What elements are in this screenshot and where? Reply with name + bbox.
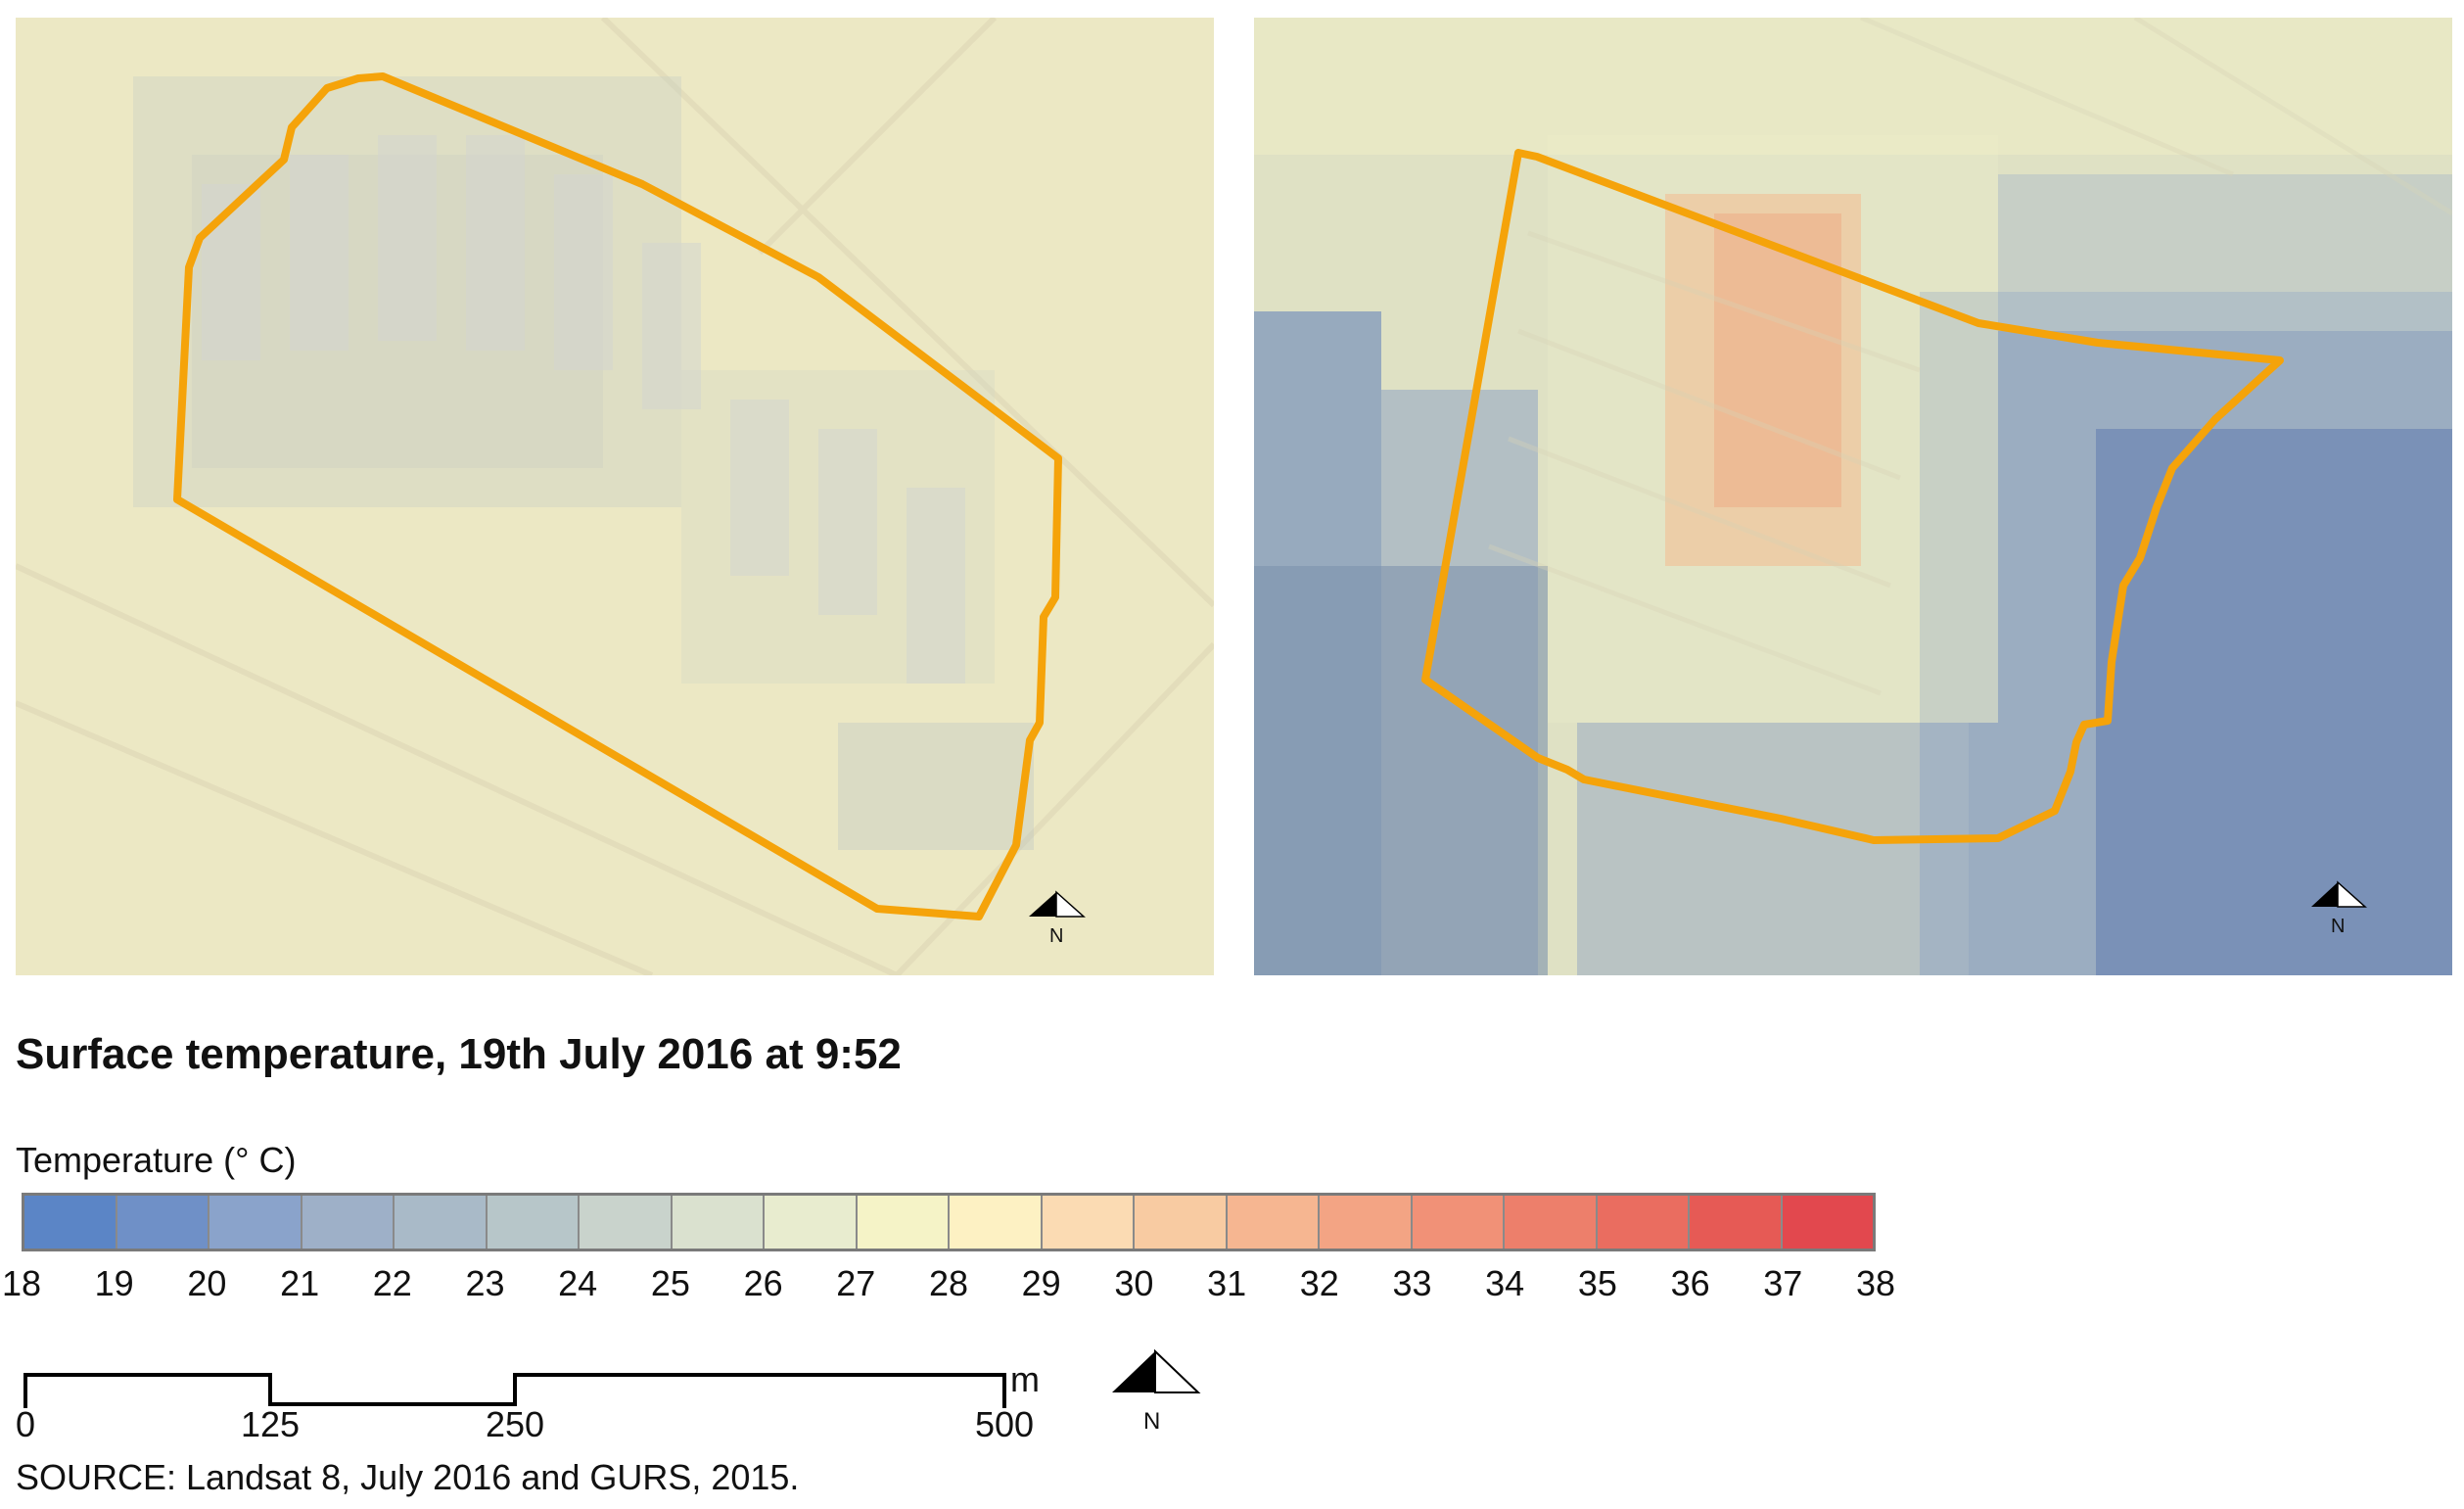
legend-tick-label: 19 (94, 1263, 134, 1303)
legend-swatch (395, 1196, 488, 1249)
legend-swatch (487, 1196, 580, 1249)
legend-swatch (302, 1196, 395, 1249)
legend-title: Temperature (° C) (16, 1140, 297, 1180)
left-map-boundary (173, 72, 1062, 920)
scale-bar-line (23, 1373, 1006, 1408)
right-map: N (1254, 18, 2452, 975)
scale-unit: m (1010, 1359, 1040, 1399)
scale-label-125: 125 (240, 1404, 301, 1444)
legend-tick-label: 24 (558, 1263, 598, 1303)
legend-swatch (1227, 1196, 1320, 1249)
legend-tick-label: 38 (1855, 1263, 1896, 1303)
legend-tick-label: 26 (743, 1263, 783, 1303)
left-map-streets (16, 18, 1214, 975)
legend-swatch (116, 1196, 209, 1249)
left-map-north-arrow: N (1029, 890, 1086, 947)
legend-swatch (1782, 1196, 1873, 1249)
right-map-temperature-cells (1254, 18, 2452, 975)
left-map-buildings (202, 135, 965, 684)
legend-tick-label: 32 (1299, 1263, 1339, 1303)
legend-swatch (1135, 1196, 1228, 1249)
legend-tick-label: 18 (1, 1263, 42, 1303)
legend-swatch (209, 1196, 302, 1249)
legend-tick-label: 21 (280, 1263, 320, 1303)
legend-tick-label: 31 (1207, 1263, 1247, 1303)
legend-tick-label: 28 (928, 1263, 969, 1303)
legend-tick-label: 23 (465, 1263, 505, 1303)
right-map-canvas: N (1254, 18, 2452, 975)
scale-label-250: 250 (485, 1404, 545, 1444)
legend-swatch (1042, 1196, 1135, 1249)
legend-swatch (1597, 1196, 1690, 1249)
right-map-north-arrow: N (2311, 880, 2367, 937)
legend-tick-label: 25 (650, 1263, 690, 1303)
left-map-canvas: N (16, 18, 1214, 975)
temperature-color-ramp (22, 1193, 1876, 1251)
legend-tick-label: 37 (1763, 1263, 1803, 1303)
legend-swatch (765, 1196, 858, 1249)
legend-swatch (1690, 1196, 1783, 1249)
legend-tick-label: 35 (1577, 1263, 1617, 1303)
legend-swatch (950, 1196, 1043, 1249)
legend-swatch (24, 1196, 117, 1249)
left-map-base (16, 18, 1214, 975)
legend-swatch (1505, 1196, 1598, 1249)
legend-tick-label: 22 (372, 1263, 412, 1303)
legend-north-arrow-icon (1112, 1349, 1201, 1393)
legend-swatch (580, 1196, 673, 1249)
legend-tick-label: 27 (836, 1263, 876, 1303)
left-map-temperature-cells (16, 18, 1214, 975)
legend-swatch (857, 1196, 950, 1249)
legend-tick-label: 20 (187, 1263, 227, 1303)
legend-tick-label: 30 (1114, 1263, 1154, 1303)
legend-tick-label: 33 (1392, 1263, 1432, 1303)
scale-label-500: 500 (974, 1404, 1035, 1444)
source-note: SOURCE: Landsat 8, July 2016 and GURS, 2… (16, 1457, 800, 1497)
legend-tick-label: 29 (1021, 1263, 1061, 1303)
legend-north-label: N (1143, 1408, 1161, 1435)
legend-tick-label: 34 (1485, 1263, 1525, 1303)
legend-swatch (1320, 1196, 1413, 1249)
right-map-streets (1488, 18, 2452, 696)
right-map-north-label: N (2331, 916, 2345, 937)
legend-swatch (672, 1196, 765, 1249)
scale-bar (23, 1373, 1006, 1408)
left-map: N (16, 18, 1214, 975)
figure-title: Surface temperature, 19th July 2016 at 9… (16, 1030, 902, 1078)
legend-tick-label: 36 (1670, 1263, 1710, 1303)
left-map-north-label: N (1049, 925, 1063, 947)
scale-label-0: 0 (15, 1404, 36, 1444)
legend-swatch (1412, 1196, 1505, 1249)
right-map-boundary (1421, 149, 2284, 844)
